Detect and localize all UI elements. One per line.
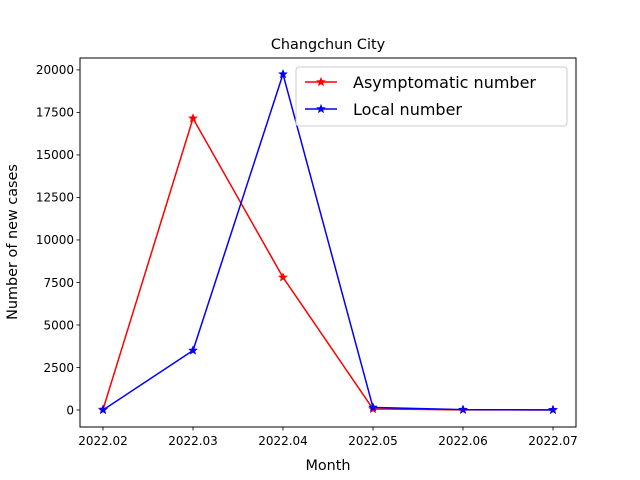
x-axis: 2022.02 2022.03 2022.04 2022.05 2022.06 2022.…: [78, 427, 578, 448]
data-point: [187, 113, 199, 123]
y-tick-label: 12500: [36, 191, 74, 205]
y-tick-label: 2500: [43, 361, 74, 375]
y-tick-label: 17500: [36, 106, 74, 120]
data-point: [457, 404, 469, 414]
data-point: [277, 272, 289, 282]
legend-marker-0: [315, 76, 327, 87]
data-point: [277, 68, 289, 79]
data-point: [187, 345, 199, 355]
y-tick-label: 10000: [36, 233, 74, 247]
x-tick-label: 2022.07: [528, 434, 578, 448]
data-point: [547, 404, 559, 415]
y-tick-label: 15000: [36, 148, 74, 162]
series-line-1: [102, 73, 554, 411]
y-tick-label: 0: [66, 403, 74, 417]
chart-title: Changchun City: [271, 37, 386, 53]
y-tick-label: 7500: [43, 276, 74, 290]
x-tick-label: 2022.03: [168, 434, 218, 448]
data-point: [97, 404, 109, 415]
legend-label-1: Local number: [353, 100, 462, 119]
legend-label-0: Asymptomatic number: [353, 73, 536, 92]
x-tick-label: 2022.04: [258, 434, 308, 448]
legend-marker-1: [315, 103, 327, 114]
legend: Asymptomatic number Local number: [295, 66, 568, 127]
x-tick-label: 2022.05: [348, 434, 398, 448]
y-axis: 0 2500 5000 7500 10000 12500 15000 17500 20000: [36, 63, 80, 417]
y-tick-label: 5000: [43, 318, 74, 332]
series-layer: [97, 68, 559, 415]
data-point: [367, 402, 379, 412]
x-axis-label: Month: [305, 458, 350, 474]
x-tick-label: 2022.02: [78, 434, 128, 448]
y-axis-label: Number of new cases: [5, 164, 21, 320]
x-tick-label: 2022.06: [438, 434, 488, 448]
y-tick-label: 20000: [36, 63, 74, 77]
legend-box: [295, 66, 568, 127]
